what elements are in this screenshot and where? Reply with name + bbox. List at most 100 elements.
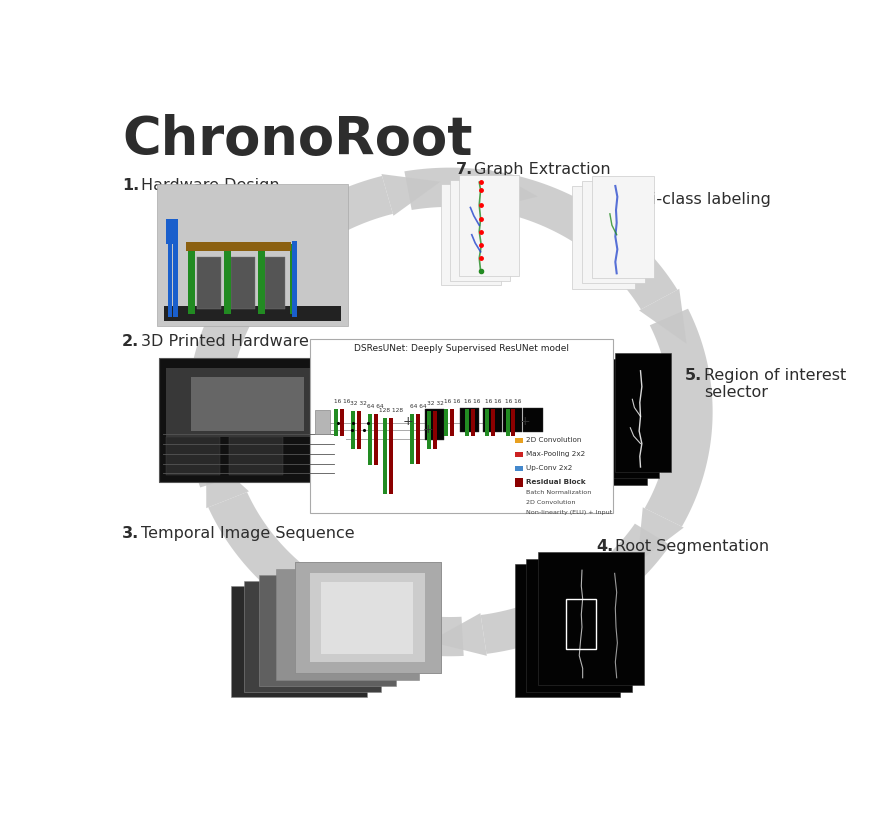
FancyBboxPatch shape xyxy=(389,418,393,481)
Text: 5.: 5. xyxy=(684,367,702,382)
FancyBboxPatch shape xyxy=(351,411,355,450)
FancyBboxPatch shape xyxy=(538,552,643,686)
Text: Root Segmentation: Root Segmentation xyxy=(615,538,768,553)
FancyBboxPatch shape xyxy=(166,437,220,475)
Text: 3D Printed Hardware: 3D Printed Hardware xyxy=(141,334,309,349)
FancyBboxPatch shape xyxy=(615,353,670,472)
Text: 4.: 4. xyxy=(595,538,613,553)
FancyBboxPatch shape xyxy=(166,219,178,244)
FancyBboxPatch shape xyxy=(295,562,440,672)
Text: 16 16: 16 16 xyxy=(464,399,480,404)
Polygon shape xyxy=(480,524,669,653)
FancyBboxPatch shape xyxy=(157,184,347,326)
Text: selector: selector xyxy=(703,386,766,400)
FancyBboxPatch shape xyxy=(515,438,523,443)
Text: 2.: 2. xyxy=(122,334,139,349)
FancyBboxPatch shape xyxy=(244,581,380,691)
Text: 16 16: 16 16 xyxy=(484,399,501,404)
Polygon shape xyxy=(220,256,267,311)
FancyBboxPatch shape xyxy=(159,358,339,482)
FancyBboxPatch shape xyxy=(444,409,448,436)
FancyBboxPatch shape xyxy=(450,180,510,281)
Polygon shape xyxy=(404,168,486,210)
FancyBboxPatch shape xyxy=(591,366,646,485)
Text: +: + xyxy=(519,415,530,428)
FancyBboxPatch shape xyxy=(490,409,495,436)
FancyBboxPatch shape xyxy=(191,377,303,431)
Text: +: + xyxy=(422,423,432,436)
FancyBboxPatch shape xyxy=(424,409,444,441)
FancyBboxPatch shape xyxy=(382,425,387,493)
Text: Max-Pooling 2x2: Max-Pooling 2x2 xyxy=(525,451,584,457)
FancyBboxPatch shape xyxy=(310,574,424,662)
FancyBboxPatch shape xyxy=(485,409,488,436)
FancyBboxPatch shape xyxy=(464,409,468,436)
FancyBboxPatch shape xyxy=(505,409,510,436)
FancyBboxPatch shape xyxy=(525,559,631,691)
FancyBboxPatch shape xyxy=(164,306,340,321)
FancyBboxPatch shape xyxy=(450,409,453,436)
Text: 128 128: 128 128 xyxy=(378,408,403,413)
FancyBboxPatch shape xyxy=(186,242,291,251)
FancyBboxPatch shape xyxy=(460,408,479,432)
Text: 6.: 6. xyxy=(597,192,615,207)
Text: 1.: 1. xyxy=(122,178,139,192)
Text: Graph Extraction: Graph Extraction xyxy=(474,162,610,177)
Text: 16 16: 16 16 xyxy=(443,399,460,404)
Text: Up-Conv 2x2: Up-Conv 2x2 xyxy=(525,465,571,471)
FancyBboxPatch shape xyxy=(515,452,523,457)
FancyBboxPatch shape xyxy=(320,582,412,654)
Polygon shape xyxy=(206,453,249,508)
Text: Batch Normalization: Batch Normalization xyxy=(525,490,590,495)
Text: 7.: 7. xyxy=(455,162,472,177)
Text: 32 32: 32 32 xyxy=(426,401,443,406)
FancyBboxPatch shape xyxy=(367,414,372,465)
FancyBboxPatch shape xyxy=(265,256,285,309)
Text: 64 64: 64 64 xyxy=(410,404,426,409)
Text: ChronoRoot: ChronoRoot xyxy=(122,114,472,167)
FancyBboxPatch shape xyxy=(602,359,658,478)
FancyBboxPatch shape xyxy=(260,575,396,686)
Text: Hardware Design: Hardware Design xyxy=(141,178,280,192)
FancyBboxPatch shape xyxy=(482,408,501,432)
Text: Multi-class labeling: Multi-class labeling xyxy=(617,192,770,207)
FancyBboxPatch shape xyxy=(515,466,523,471)
Polygon shape xyxy=(187,290,259,487)
FancyBboxPatch shape xyxy=(188,244,195,314)
Text: Region of interest: Region of interest xyxy=(703,367,845,382)
Text: 64 64: 64 64 xyxy=(367,404,383,409)
FancyBboxPatch shape xyxy=(166,367,332,437)
FancyBboxPatch shape xyxy=(503,408,522,432)
FancyBboxPatch shape xyxy=(510,409,515,436)
FancyBboxPatch shape xyxy=(523,408,542,432)
FancyBboxPatch shape xyxy=(389,425,393,493)
FancyBboxPatch shape xyxy=(382,418,387,481)
FancyBboxPatch shape xyxy=(374,414,378,465)
FancyBboxPatch shape xyxy=(229,437,283,475)
FancyBboxPatch shape xyxy=(334,409,338,436)
Text: 32 32: 32 32 xyxy=(350,401,367,406)
Polygon shape xyxy=(429,613,486,656)
FancyBboxPatch shape xyxy=(295,562,440,672)
Text: Temporal Image Sequence: Temporal Image Sequence xyxy=(141,526,354,541)
FancyBboxPatch shape xyxy=(416,413,420,464)
Polygon shape xyxy=(638,289,686,344)
FancyBboxPatch shape xyxy=(339,409,344,436)
FancyBboxPatch shape xyxy=(356,411,360,450)
FancyBboxPatch shape xyxy=(289,244,296,314)
FancyBboxPatch shape xyxy=(591,176,653,279)
FancyBboxPatch shape xyxy=(440,184,501,285)
FancyBboxPatch shape xyxy=(168,241,172,317)
FancyBboxPatch shape xyxy=(224,244,231,314)
Polygon shape xyxy=(644,309,712,527)
FancyBboxPatch shape xyxy=(459,174,518,276)
FancyBboxPatch shape xyxy=(515,478,523,487)
Text: 3.: 3. xyxy=(122,526,139,541)
FancyBboxPatch shape xyxy=(315,410,330,434)
FancyBboxPatch shape xyxy=(410,413,414,464)
Text: Residual Block: Residual Block xyxy=(525,479,584,485)
FancyBboxPatch shape xyxy=(427,411,431,450)
Polygon shape xyxy=(480,168,538,210)
FancyBboxPatch shape xyxy=(231,256,254,309)
Text: DSResUNet: Deeply Supervised ResUNet model: DSResUNet: Deeply Supervised ResUNet mod… xyxy=(354,344,568,353)
